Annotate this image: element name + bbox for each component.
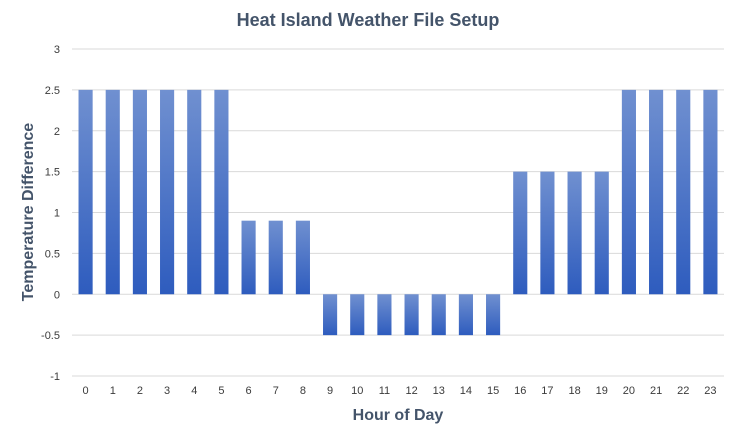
bar-hour-19 — [594, 171, 609, 295]
x-tick-label: 0 — [83, 385, 89, 397]
bar-hour-22 — [676, 89, 691, 295]
x-tick-label: 7 — [273, 385, 279, 397]
x-tick-label: 20 — [623, 385, 635, 397]
x-tick-label: 6 — [246, 385, 252, 397]
x-tick-label: 1 — [110, 385, 116, 397]
x-tick-label: 19 — [596, 385, 608, 397]
y-tick-label: 1 — [54, 208, 60, 220]
y-tick-label: 3 — [54, 44, 60, 56]
chart-title: Heat Island Weather File Setup — [237, 10, 500, 30]
x-axis-ticks: 0 1 2 3 4 5 6 7 8 9 10 11 12 13 14 15 16 17 18 19 20 21 22 23 — [83, 385, 717, 397]
x-tick-label: 17 — [541, 385, 553, 397]
x-tick-label: 11 — [379, 385, 390, 397]
bar-hour-15 — [486, 294, 501, 336]
x-tick-label: 15 — [487, 385, 499, 397]
y-tick-label: -0.5 — [41, 330, 60, 342]
bar-hour-3 — [160, 89, 175, 295]
bar-hour-18 — [567, 171, 582, 295]
x-tick-label: 4 — [191, 385, 197, 397]
y-axis-title: Temperature Difference — [20, 123, 37, 302]
x-tick-label: 14 — [460, 385, 472, 397]
bar-hour-0 — [78, 89, 93, 295]
bar-hour-9 — [323, 294, 338, 336]
bars — [78, 89, 718, 336]
y-tick-label: 2.5 — [45, 85, 60, 97]
x-tick-label: 5 — [218, 385, 224, 397]
x-tick-label: 3 — [164, 385, 170, 397]
bar-hour-5 — [214, 89, 229, 295]
x-tick-label: 13 — [433, 385, 445, 397]
y-tick-label: 1.5 — [45, 167, 60, 179]
y-tick-label: 0 — [54, 289, 60, 301]
x-tick-label: 10 — [351, 385, 363, 397]
bar-hour-1 — [105, 89, 120, 295]
bar-hour-14 — [458, 294, 473, 336]
bar-hour-7 — [268, 220, 283, 295]
x-tick-label: 16 — [514, 385, 526, 397]
bar-hour-6 — [241, 220, 256, 295]
bar-hour-8 — [295, 220, 310, 295]
x-tick-label: 8 — [300, 385, 306, 397]
x-tick-label: 12 — [405, 385, 417, 397]
x-tick-label: 2 — [137, 385, 143, 397]
bar-hour-10 — [350, 294, 365, 336]
bar-hour-4 — [187, 89, 202, 295]
y-tick-label: -1 — [50, 371, 60, 383]
bar-hour-2 — [132, 89, 147, 295]
x-tick-label: 22 — [677, 385, 689, 397]
bar-hour-13 — [431, 294, 446, 336]
x-tick-label: 21 — [650, 385, 662, 397]
x-tick-label: 9 — [327, 385, 333, 397]
grid-lines — [72, 48, 724, 377]
bar-hour-11 — [377, 294, 392, 336]
bar-hour-20 — [621, 89, 636, 295]
x-tick-label: 23 — [704, 385, 716, 397]
y-tick-label: 2 — [54, 126, 60, 138]
y-axis-ticks: -1 -0.5 0 0.5 1 1.5 2 2.5 3 — [41, 44, 60, 383]
y-tick-label: 0.5 — [45, 248, 60, 260]
bar-hour-16 — [513, 171, 528, 295]
bar-hour-21 — [649, 89, 664, 295]
bar-hour-23 — [703, 89, 718, 295]
bar-hour-12 — [404, 294, 419, 336]
bar-hour-17 — [540, 171, 555, 295]
x-tick-label: 18 — [568, 385, 580, 397]
x-axis-title: Hour of Day — [353, 407, 444, 424]
